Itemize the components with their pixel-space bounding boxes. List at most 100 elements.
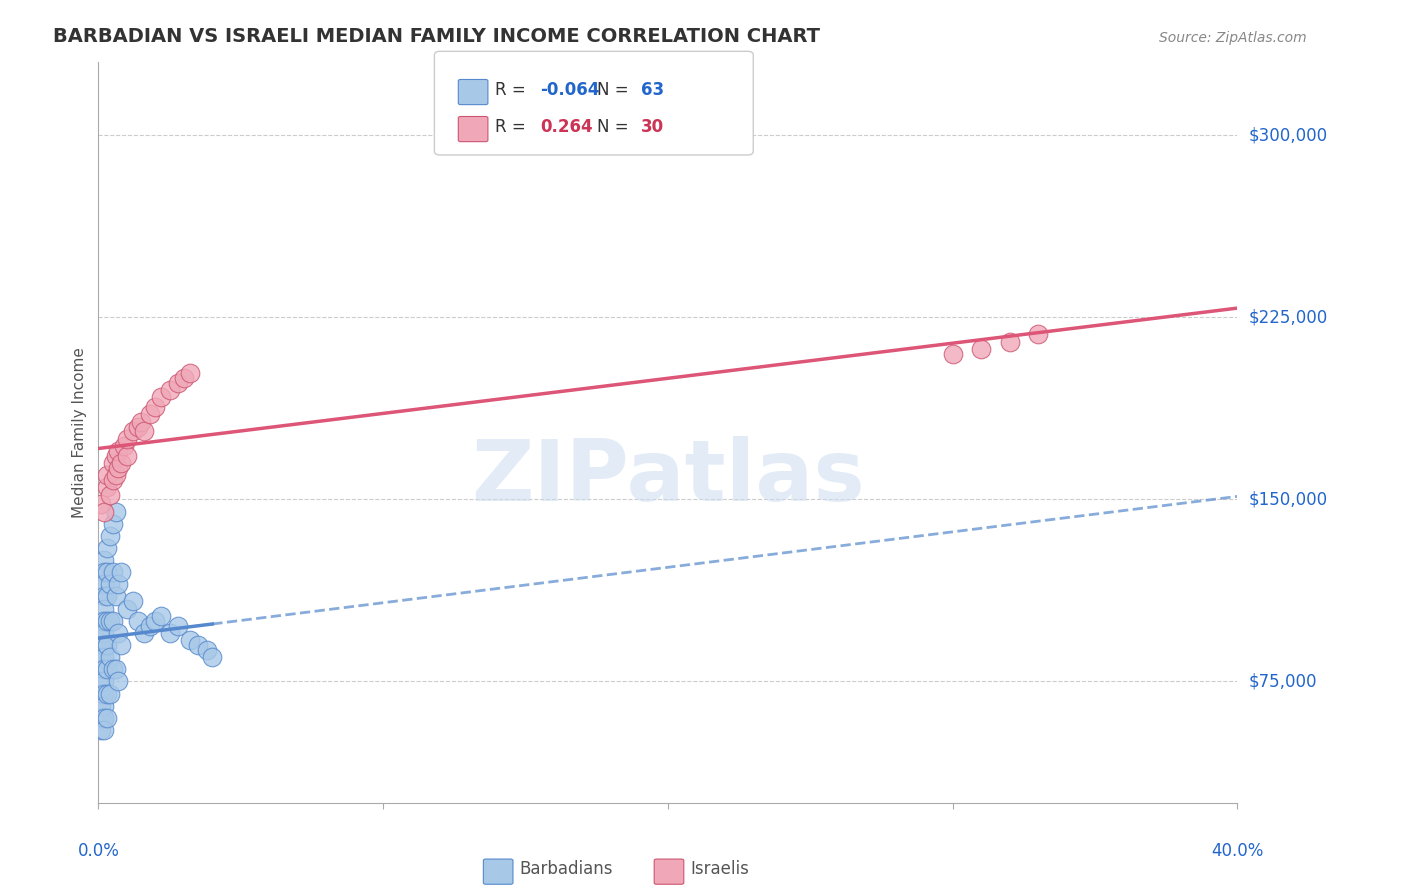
- Point: [998, 334, 1021, 349]
- Text: N =: N =: [598, 118, 634, 136]
- Point: [195, 643, 218, 657]
- Point: [96, 614, 118, 628]
- Point: [101, 456, 124, 470]
- Text: Barbadians: Barbadians: [520, 861, 613, 879]
- Point: [150, 608, 173, 623]
- Text: $150,000: $150,000: [1249, 491, 1327, 508]
- Point: [90, 674, 112, 689]
- Text: $75,000: $75,000: [1249, 673, 1317, 690]
- Point: [121, 425, 143, 439]
- Point: [107, 577, 129, 591]
- Point: [107, 443, 129, 458]
- Point: [98, 487, 121, 501]
- Point: [96, 590, 118, 604]
- Text: 63: 63: [641, 81, 664, 99]
- Point: [127, 614, 149, 628]
- Point: [93, 590, 115, 604]
- Point: [121, 594, 143, 608]
- Point: [132, 425, 155, 439]
- Point: [93, 687, 115, 701]
- FancyBboxPatch shape: [434, 52, 754, 155]
- Text: $225,000: $225,000: [1249, 309, 1327, 326]
- Point: [90, 638, 112, 652]
- Point: [107, 674, 129, 689]
- Point: [115, 449, 138, 463]
- Point: [112, 439, 135, 453]
- Point: [145, 400, 167, 414]
- FancyBboxPatch shape: [458, 79, 488, 104]
- Point: [159, 383, 181, 397]
- Point: [93, 711, 115, 725]
- Point: [90, 687, 112, 701]
- Point: [93, 626, 115, 640]
- Point: [98, 577, 121, 591]
- Point: [173, 371, 195, 385]
- Point: [90, 497, 112, 511]
- Point: [98, 614, 121, 628]
- Text: R =: R =: [495, 118, 536, 136]
- Point: [104, 662, 127, 676]
- Text: Source: ZipAtlas.com: Source: ZipAtlas.com: [1159, 30, 1306, 45]
- Point: [90, 662, 112, 676]
- Point: [93, 614, 115, 628]
- Point: [90, 650, 112, 665]
- Point: [96, 480, 118, 494]
- Point: [101, 662, 124, 676]
- Point: [96, 468, 118, 483]
- Point: [107, 626, 129, 640]
- Point: [96, 662, 118, 676]
- Point: [90, 626, 112, 640]
- Point: [93, 565, 115, 579]
- Point: [98, 650, 121, 665]
- Point: [110, 456, 132, 470]
- Point: [93, 638, 115, 652]
- Point: [96, 638, 118, 652]
- Text: R =: R =: [495, 81, 530, 99]
- Point: [150, 391, 173, 405]
- Point: [138, 408, 160, 422]
- Point: [96, 687, 118, 701]
- Point: [110, 638, 132, 652]
- Point: [93, 723, 115, 737]
- Point: [98, 529, 121, 543]
- FancyBboxPatch shape: [458, 117, 488, 142]
- Point: [167, 618, 190, 632]
- Point: [107, 460, 129, 475]
- Point: [179, 366, 201, 380]
- Point: [101, 516, 124, 531]
- Point: [1026, 327, 1049, 342]
- Point: [90, 698, 112, 713]
- Point: [145, 614, 167, 628]
- Text: 40.0%: 40.0%: [1211, 842, 1264, 860]
- Point: [93, 504, 115, 518]
- Point: [104, 590, 127, 604]
- Point: [93, 553, 115, 567]
- Point: [96, 541, 118, 555]
- Point: [101, 473, 124, 487]
- Text: -0.064: -0.064: [540, 81, 600, 99]
- Point: [96, 565, 118, 579]
- Point: [138, 618, 160, 632]
- Point: [132, 626, 155, 640]
- Point: [942, 347, 965, 361]
- Point: [179, 633, 201, 648]
- Point: [101, 614, 124, 628]
- Point: [127, 419, 149, 434]
- Point: [93, 698, 115, 713]
- Point: [115, 601, 138, 615]
- Point: [93, 601, 115, 615]
- Point: [167, 376, 190, 390]
- Point: [970, 342, 993, 356]
- Point: [90, 614, 112, 628]
- FancyBboxPatch shape: [484, 859, 513, 884]
- Text: 0.264: 0.264: [540, 118, 593, 136]
- Point: [93, 577, 115, 591]
- Point: [98, 687, 121, 701]
- Point: [93, 674, 115, 689]
- Point: [129, 415, 152, 429]
- Point: [187, 638, 209, 652]
- Point: [93, 650, 115, 665]
- Text: 30: 30: [641, 118, 664, 136]
- Point: [201, 650, 224, 665]
- Text: ZIPatlas: ZIPatlas: [471, 435, 865, 518]
